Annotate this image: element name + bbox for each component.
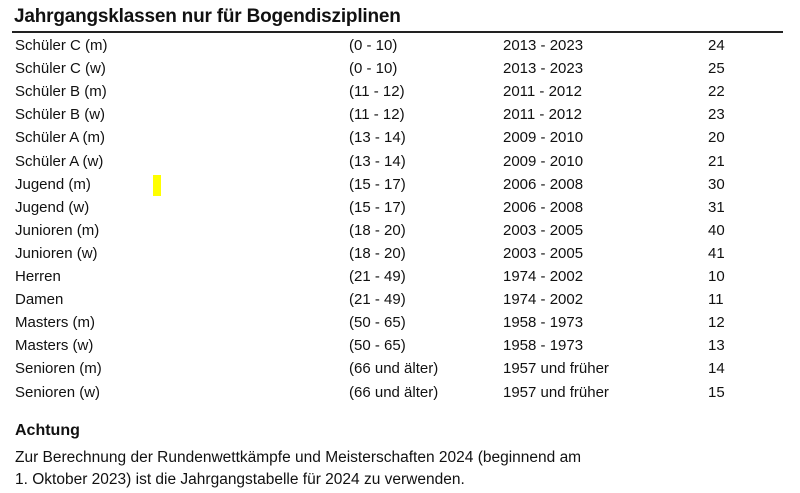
- age-range: (18 - 20): [349, 244, 406, 262]
- table-row: Schüler A (m) (13 - 14) 2009 - 2010 20: [0, 126, 800, 149]
- table-row: Schüler B (m) (11 - 12) 2011 - 2012 22: [0, 80, 800, 103]
- class-name: Schüler A (w): [15, 152, 104, 170]
- class-code: 20: [708, 129, 725, 147]
- class-name: Herren: [15, 268, 61, 285]
- age-range: (13 - 14): [349, 129, 406, 147]
- class-name: Masters (w): [15, 337, 94, 355]
- class-name: Schüler C (m): [15, 37, 108, 54]
- age-range: (15 - 17): [349, 198, 406, 216]
- class-code: 15: [708, 383, 725, 401]
- class-code: 23: [708, 106, 725, 124]
- age-range: (21 - 49): [349, 268, 406, 285]
- class-code: 22: [708, 83, 725, 101]
- birth-years: 2003 - 2005: [503, 244, 584, 262]
- class-code: 11: [708, 291, 724, 309]
- age-range: (11 - 12): [349, 106, 405, 124]
- table-row: Jugend (m) (15 - 17) 2006 - 2008 30: [0, 173, 800, 196]
- table-row: Senioren (w) (66 und älter) 1957 und frühe…: [0, 381, 800, 404]
- class-code: 10: [708, 268, 725, 285]
- class-name: Schüler C (w): [15, 60, 106, 78]
- birth-years: 2009 - 2010: [503, 129, 584, 147]
- table-row: Jugend (w) (15 - 17) 2006 - 2008 31: [0, 196, 800, 219]
- birth-years: 2011 - 2012: [503, 83, 582, 101]
- class-name: Jugend (m): [15, 175, 91, 193]
- class-code: 41: [708, 244, 725, 262]
- age-range: (11 - 12): [349, 83, 405, 101]
- class-name: Damen: [15, 291, 64, 309]
- class-code: 13: [708, 337, 725, 355]
- age-range: (0 - 10): [349, 60, 398, 78]
- age-range: (21 - 49): [349, 291, 406, 309]
- class-name: Junioren (w): [15, 244, 98, 262]
- note-text: Zur Berechnung der Rundenwettkämpfe und …: [15, 447, 715, 491]
- table-row: Schüler A (w) (13 - 14) 2009 - 2010 21: [0, 150, 800, 173]
- table-row: Schüler C (w) (0 - 10) 2013 - 2023 25: [0, 57, 800, 80]
- class-code: 12: [708, 314, 725, 332]
- birth-years: 2013 - 2023: [503, 37, 584, 54]
- page-title: Jahrgangsklassen nur für Bogendiszipline…: [14, 6, 401, 27]
- class-name: Senioren (w): [15, 383, 101, 401]
- age-range: (66 und älter): [349, 360, 439, 378]
- birth-years: 2013 - 2023: [503, 60, 584, 78]
- class-name: Schüler B (m): [15, 83, 107, 101]
- table-row: Schüler B (w) (11 - 12) 2011 - 2012 23: [0, 103, 800, 126]
- class-code: 30: [708, 175, 725, 193]
- class-name: Junioren (m): [15, 221, 100, 239]
- age-range: (0 - 10): [349, 37, 398, 54]
- birth-years: 2009 - 2010: [503, 152, 584, 170]
- table-row: Junioren (w) (18 - 20) 2003 - 2005 41: [0, 242, 800, 265]
- table-row: Damen (21 - 49) 1974 - 2002 11: [0, 288, 800, 311]
- class-name: Schüler B (w): [15, 106, 106, 124]
- class-code: 25: [708, 60, 725, 78]
- birth-years: 1974 - 2002: [503, 291, 584, 309]
- class-code: 24: [708, 37, 725, 54]
- age-range: (15 - 17): [349, 175, 406, 193]
- class-code: 40: [708, 221, 725, 239]
- table-row: Masters (m) (50 - 65) 1958 - 1973 12: [0, 311, 800, 334]
- table-row: Masters (w) (50 - 65) 1958 - 1973 13: [0, 334, 800, 357]
- age-range: (50 - 65): [349, 314, 406, 332]
- birth-years: 1958 - 1973: [503, 337, 584, 355]
- age-range: (13 - 14): [349, 152, 406, 170]
- birth-years: 1958 - 1973: [503, 314, 584, 332]
- age-range: (66 und älter): [349, 383, 439, 401]
- table-row: Senioren (m) (66 und älter) 1957 und frühe…: [0, 357, 800, 380]
- class-code: 14: [708, 360, 725, 378]
- birth-years: 2011 - 2012: [503, 106, 582, 124]
- yellow-highlight-mark: [153, 175, 161, 196]
- table-row: Herren (21 - 49) 1974 - 2002 10: [0, 265, 800, 288]
- birth-years: 2006 - 2008: [503, 198, 584, 216]
- birth-years: 1974 - 2002: [503, 268, 584, 285]
- class-code: 21: [708, 152, 725, 170]
- table-row: Schüler C (m) (0 - 10) 2013 - 2023 24: [0, 34, 800, 57]
- class-name: Masters (m): [15, 314, 95, 332]
- birth-years: 2006 - 2008: [503, 175, 584, 193]
- birth-years: 1957 und früher: [503, 383, 609, 401]
- age-range: (18 - 20): [349, 221, 406, 239]
- age-range: (50 - 65): [349, 337, 406, 355]
- class-code: 31: [708, 198, 725, 216]
- class-name: Schüler A (m): [15, 129, 106, 147]
- class-name: Senioren (m): [15, 360, 102, 378]
- note-line-2: 1. Oktober 2023) ist die Jahrgangstabell…: [15, 471, 465, 488]
- note-line-1: Zur Berechnung der Rundenwettkämpfe und …: [15, 449, 582, 466]
- class-name: Jugend (w): [15, 198, 90, 216]
- note-heading: Achtung: [15, 422, 80, 439]
- birth-years: 2003 - 2005: [503, 221, 584, 239]
- table-row: Junioren (m) (18 - 20) 2003 - 2005 40: [0, 219, 800, 242]
- birth-years: 1957 und früher: [503, 360, 609, 378]
- title-divider: [12, 31, 783, 33]
